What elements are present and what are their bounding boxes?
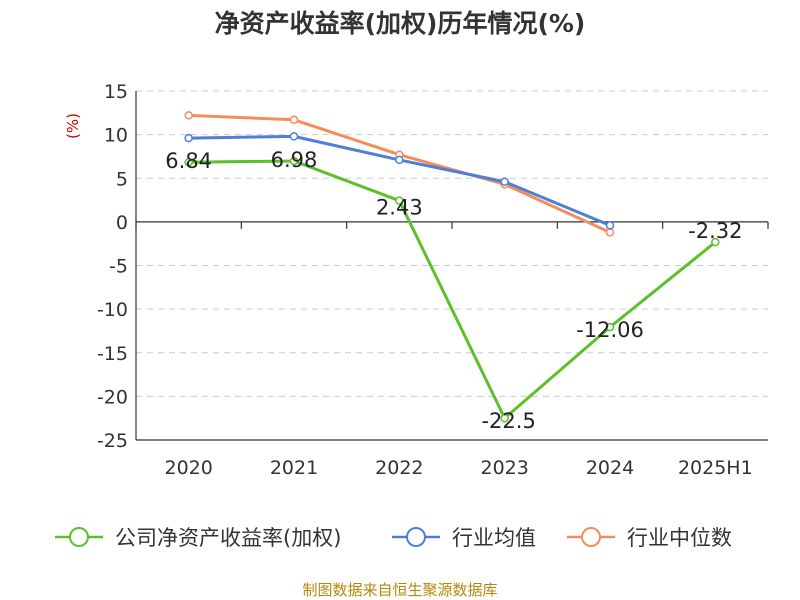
series-lines (184, 111, 720, 423)
source-note: 制图数据来自恒生聚源数据库 (302, 581, 497, 599)
x-tick-label: 2022 (375, 457, 423, 479)
x-tick-label: 2020 (164, 457, 212, 479)
data-point[interactable] (605, 322, 615, 332)
data-labels: 6.84 6.98 2.43 -22.5 -12.06 -2.32 (165, 148, 742, 433)
data-point[interactable] (500, 413, 509, 423)
legend-marker (581, 527, 601, 547)
y-axis-unit: (%) (64, 113, 82, 139)
data-point[interactable] (395, 196, 404, 205)
y-tick-label: -15 (97, 343, 128, 365)
legend-label[interactable]: 公司净资产收益率(加权) (115, 526, 341, 550)
y-tick-label: -10 (97, 299, 128, 321)
data-point[interactable] (605, 221, 615, 230)
y-tick-label: 0 (116, 212, 128, 234)
data-point[interactable] (184, 157, 193, 167)
data-point[interactable] (184, 133, 193, 143)
data-point[interactable] (500, 177, 509, 186)
grid-lines (136, 90, 768, 441)
data-label: -2.32 (688, 219, 742, 243)
x-tick-label: 2025H1 (678, 457, 753, 479)
data-point[interactable] (289, 115, 299, 125)
legend[interactable]: 公司净资产收益率(加权) 行业均值 行业中位数 (55, 526, 732, 550)
legend-marker (69, 527, 89, 547)
data-point[interactable] (605, 228, 615, 237)
x-tick-label: 2021 (270, 457, 318, 479)
x-tick-label: 2024 (586, 457, 634, 479)
data-point[interactable] (289, 132, 299, 141)
data-point[interactable] (184, 111, 193, 120)
y-tick-label: -25 (97, 430, 128, 452)
data-point[interactable] (289, 156, 299, 166)
y-tick-label: -20 (97, 386, 128, 408)
axes: 15 10 5 0 -5 -10 -15 -20 -25 2020 2021 2022 2023 2024… (97, 81, 769, 479)
legend-label[interactable]: 行业均值 (452, 526, 536, 550)
data-label: 6.98 (271, 148, 318, 172)
y-tick-label: 15 (104, 81, 128, 103)
series-line (188, 159, 717, 420)
data-point[interactable] (711, 237, 720, 247)
data-label: 2.43 (376, 196, 423, 220)
chart-title: 净资产收益率(加权)历年情况(%) (215, 9, 586, 38)
y-tick-label: -5 (109, 256, 128, 278)
data-point[interactable] (395, 155, 404, 165)
y-tick-label: 5 (116, 168, 128, 190)
legend-marker (406, 527, 426, 547)
data-label: -12.06 (576, 318, 644, 342)
legend-label[interactable]: 行业中位数 (627, 526, 732, 550)
data-label: 6.84 (165, 149, 212, 173)
data-label: -22.5 (481, 409, 535, 433)
y-tick-label: 10 (104, 125, 128, 147)
x-tick-label: 2023 (480, 457, 528, 479)
